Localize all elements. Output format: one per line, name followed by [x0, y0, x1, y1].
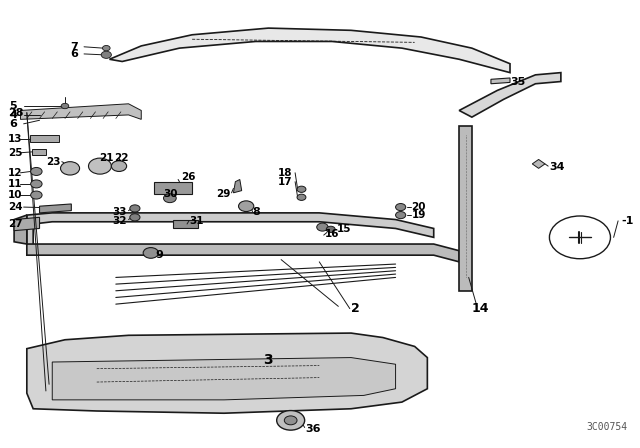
- Circle shape: [396, 203, 406, 211]
- Circle shape: [102, 45, 110, 51]
- Circle shape: [101, 51, 111, 58]
- Text: 26: 26: [180, 172, 195, 182]
- Circle shape: [163, 194, 176, 202]
- Polygon shape: [30, 135, 59, 142]
- Text: 20: 20: [412, 202, 426, 212]
- Text: 22: 22: [115, 153, 129, 163]
- Text: 32: 32: [112, 216, 127, 226]
- Circle shape: [143, 248, 159, 258]
- Circle shape: [317, 223, 328, 231]
- Polygon shape: [459, 73, 561, 117]
- Text: 12: 12: [8, 168, 22, 178]
- Text: 23: 23: [46, 157, 61, 167]
- Circle shape: [297, 186, 306, 192]
- Text: 28: 28: [8, 108, 23, 118]
- Polygon shape: [52, 358, 396, 400]
- Circle shape: [239, 201, 254, 211]
- Polygon shape: [27, 244, 459, 262]
- Polygon shape: [234, 180, 242, 193]
- Circle shape: [61, 162, 79, 175]
- Text: 29: 29: [216, 189, 230, 199]
- Text: 27: 27: [8, 219, 22, 229]
- Text: 24: 24: [8, 202, 22, 212]
- Text: 19: 19: [412, 210, 426, 220]
- Circle shape: [31, 191, 42, 199]
- Polygon shape: [20, 104, 141, 119]
- Polygon shape: [14, 217, 40, 231]
- Polygon shape: [173, 220, 198, 228]
- Text: 21: 21: [99, 153, 113, 163]
- Text: -1: -1: [621, 216, 634, 226]
- Text: 13: 13: [8, 134, 22, 143]
- Circle shape: [297, 194, 306, 200]
- Polygon shape: [27, 333, 428, 413]
- Polygon shape: [109, 28, 510, 73]
- Text: 33: 33: [112, 207, 127, 217]
- Circle shape: [111, 161, 127, 172]
- Text: 4: 4: [10, 110, 17, 120]
- Polygon shape: [32, 149, 46, 155]
- Text: 25: 25: [8, 148, 22, 158]
- Text: 36: 36: [305, 424, 321, 434]
- Text: 18: 18: [278, 168, 292, 178]
- Circle shape: [61, 103, 68, 109]
- Polygon shape: [154, 182, 192, 194]
- Polygon shape: [532, 159, 545, 168]
- Text: 3: 3: [264, 353, 273, 367]
- Text: 10: 10: [8, 190, 22, 200]
- Text: 8: 8: [253, 207, 260, 217]
- Circle shape: [284, 416, 297, 425]
- Polygon shape: [491, 78, 510, 84]
- Text: 35: 35: [510, 77, 525, 86]
- Text: 14: 14: [472, 302, 490, 315]
- Polygon shape: [27, 213, 434, 251]
- Circle shape: [31, 180, 42, 188]
- Circle shape: [31, 168, 42, 176]
- Text: 11: 11: [8, 179, 22, 189]
- Circle shape: [396, 211, 406, 219]
- Circle shape: [130, 214, 140, 221]
- Text: 3C00754: 3C00754: [586, 422, 627, 431]
- Polygon shape: [40, 204, 71, 213]
- Polygon shape: [14, 215, 27, 244]
- Polygon shape: [459, 126, 472, 291]
- Text: 30: 30: [164, 189, 178, 199]
- Text: 2: 2: [351, 302, 360, 315]
- Text: 6: 6: [10, 119, 17, 129]
- Text: 15: 15: [337, 224, 351, 234]
- Text: 31: 31: [189, 216, 204, 226]
- Text: 6: 6: [70, 49, 77, 59]
- Text: 7: 7: [70, 42, 77, 52]
- Text: 34: 34: [549, 163, 565, 172]
- Circle shape: [130, 205, 140, 212]
- Circle shape: [326, 226, 335, 233]
- Text: 17: 17: [278, 177, 292, 187]
- Text: 9: 9: [156, 250, 163, 260]
- Circle shape: [276, 410, 305, 430]
- Text: 5: 5: [10, 101, 17, 111]
- Circle shape: [88, 158, 111, 174]
- Text: 16: 16: [324, 229, 339, 239]
